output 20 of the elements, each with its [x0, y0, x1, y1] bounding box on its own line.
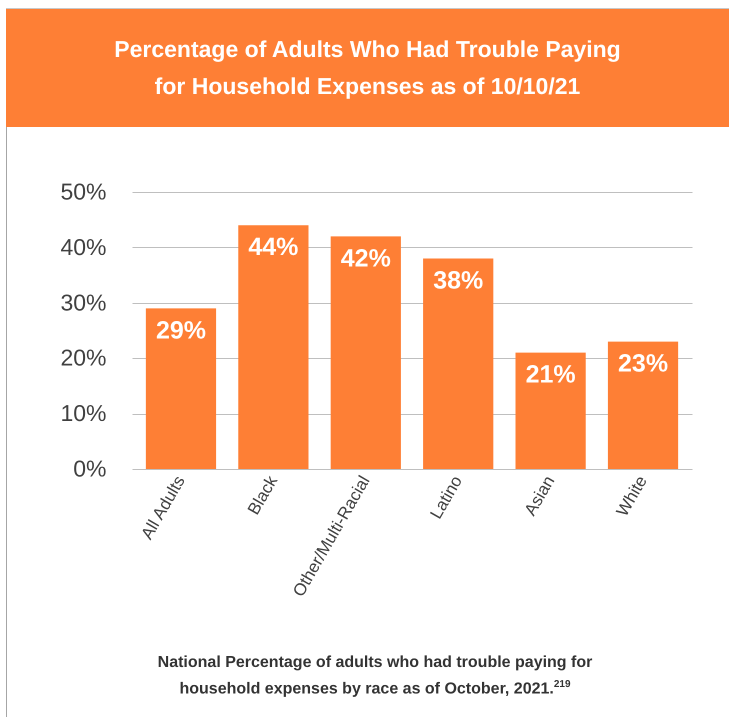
- data-label: 23%: [618, 350, 668, 378]
- y-tick-label: 0%: [73, 456, 106, 482]
- data-label: 38%: [433, 266, 484, 294]
- y-tick-label: 30%: [60, 289, 106, 316]
- data-label: 21%: [526, 360, 576, 389]
- data-label: 29%: [156, 316, 206, 344]
- y-tick-label: 10%: [60, 400, 106, 426]
- bar: [516, 352, 586, 469]
- bar: [146, 308, 216, 469]
- chart-title: Percentage of Adults Who Had Trouble Paying for Household Expenses as of 10/10/21: [113, 35, 622, 101]
- bar: [423, 258, 494, 469]
- data-label: 44%: [248, 233, 298, 262]
- bar: [608, 342, 678, 469]
- y-tick-label: 50%: [60, 178, 106, 204]
- bar: [330, 236, 401, 469]
- y-tick-label: 40%: [60, 234, 106, 260]
- bar: [238, 225, 308, 469]
- y-tick-label: 20%: [60, 344, 106, 371]
- text: National Percentage of adults who had trouble paying for household expenses by race as of October, 2021.$^{219}$: [156, 653, 594, 700]
- data-label: 42%: [340, 244, 391, 272]
